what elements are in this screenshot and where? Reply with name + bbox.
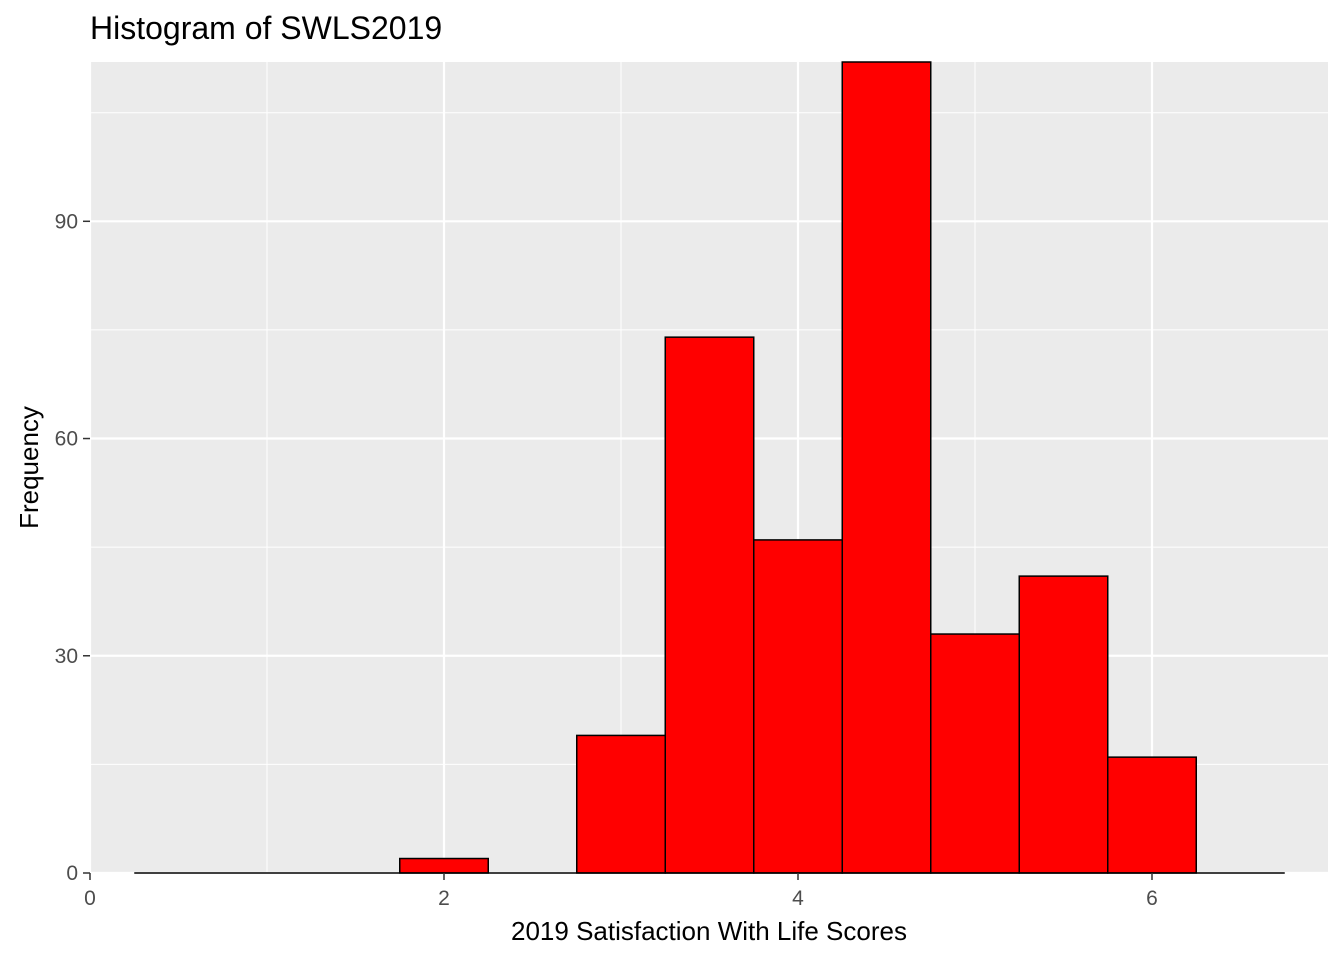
histogram-bar — [1107, 756, 1197, 874]
x-axis: 0 2 4 6 — [84, 873, 1158, 910]
histogram-bar — [1018, 575, 1109, 874]
x-tick-label: 4 — [792, 887, 804, 910]
histogram-bar — [753, 539, 843, 874]
y-tick-label: 0 — [66, 862, 78, 885]
histogram-bar — [399, 857, 489, 874]
x-tick-label: 2 — [438, 887, 450, 910]
y-tick-label: 30 — [55, 645, 78, 668]
histogram-bar — [576, 734, 666, 874]
chart-title: Histogram of SWLS2019 — [90, 10, 443, 46]
y-tick-label: 60 — [55, 428, 78, 451]
y-axis-title: Frequency — [14, 406, 44, 529]
x-axis-title: 2019 Satisfaction With Life Scores — [511, 916, 907, 946]
histogram-bar — [841, 61, 932, 874]
histogram-bar — [930, 633, 1020, 874]
x-tick-label: 6 — [1146, 887, 1158, 910]
x-tick-label: 0 — [84, 887, 96, 910]
histogram-bar — [664, 336, 755, 874]
y-tick-label: 90 — [55, 210, 78, 233]
y-axis: 0 30 60 90 — [55, 210, 90, 885]
histogram-bars — [399, 61, 1197, 874]
